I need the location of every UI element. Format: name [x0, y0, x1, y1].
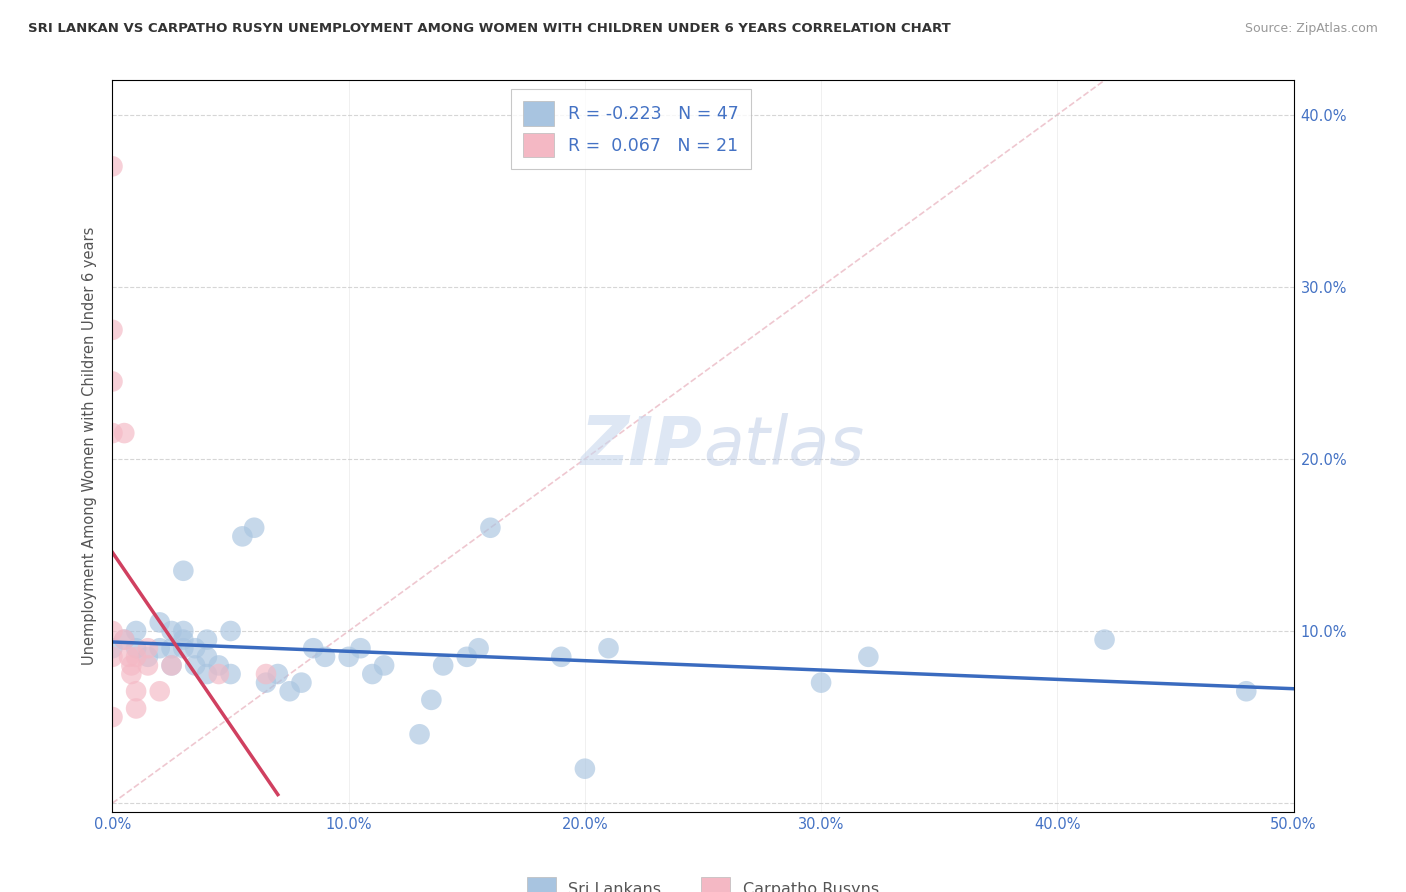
- Point: [101, 641, 124, 656]
- Point: [101, 323, 124, 337]
- Point: [136, 641, 159, 656]
- Text: ZIP: ZIP: [581, 413, 703, 479]
- Point: [136, 658, 159, 673]
- Point: [254, 675, 277, 690]
- Point: [101, 624, 124, 638]
- Point: [432, 658, 454, 673]
- Point: [101, 426, 124, 441]
- Point: [120, 658, 142, 673]
- Point: [810, 675, 832, 690]
- Point: [118, 649, 141, 664]
- Point: [125, 701, 148, 715]
- Point: [550, 649, 572, 664]
- Point: [574, 762, 596, 776]
- Point: [172, 641, 194, 656]
- Point: [1234, 684, 1257, 698]
- Point: [125, 624, 148, 638]
- Point: [101, 649, 124, 664]
- Point: [337, 649, 360, 664]
- Point: [858, 649, 880, 664]
- Point: [1094, 632, 1116, 647]
- Point: [112, 426, 135, 441]
- Point: [467, 641, 489, 656]
- Point: [172, 632, 194, 647]
- Point: [160, 641, 183, 656]
- Point: [456, 649, 478, 664]
- Point: [149, 684, 172, 698]
- Point: [243, 521, 266, 535]
- Point: [112, 632, 135, 647]
- Text: SRI LANKAN VS CARPATHO RUSYN UNEMPLOYMENT AMONG WOMEN WITH CHILDREN UNDER 6 YEAR: SRI LANKAN VS CARPATHO RUSYN UNEMPLOYMEN…: [28, 22, 950, 36]
- Point: [160, 658, 183, 673]
- Point: [278, 684, 301, 698]
- Point: [125, 684, 148, 698]
- Point: [598, 641, 620, 656]
- Point: [349, 641, 371, 656]
- Point: [219, 667, 242, 681]
- Point: [231, 529, 253, 543]
- Point: [195, 649, 218, 664]
- Point: [184, 641, 207, 656]
- Point: [195, 667, 218, 681]
- Point: [195, 632, 218, 647]
- Point: [125, 649, 148, 664]
- Point: [208, 658, 231, 673]
- Point: [254, 667, 277, 681]
- Point: [160, 658, 183, 673]
- Text: atlas: atlas: [703, 413, 865, 479]
- Point: [314, 649, 336, 664]
- Point: [408, 727, 430, 741]
- Point: [373, 658, 395, 673]
- Text: Source: ZipAtlas.com: Source: ZipAtlas.com: [1244, 22, 1378, 36]
- Point: [101, 159, 124, 173]
- Point: [172, 624, 194, 638]
- Point: [219, 624, 242, 638]
- Point: [160, 624, 183, 638]
- Point: [112, 632, 135, 647]
- Point: [267, 667, 290, 681]
- Point: [290, 675, 312, 690]
- Point: [420, 693, 443, 707]
- Point: [149, 615, 172, 630]
- Point: [208, 667, 231, 681]
- Point: [101, 710, 124, 724]
- Y-axis label: Unemployment Among Women with Children Under 6 years: Unemployment Among Women with Children U…: [82, 227, 97, 665]
- Legend: Sri Lankans, Carpatho Rusyns: Sri Lankans, Carpatho Rusyns: [520, 871, 886, 892]
- Point: [172, 564, 194, 578]
- Point: [136, 649, 159, 664]
- Point: [149, 641, 172, 656]
- Point: [361, 667, 384, 681]
- Point: [101, 375, 124, 389]
- Point: [302, 641, 325, 656]
- Point: [125, 641, 148, 656]
- Point: [184, 658, 207, 673]
- Point: [120, 667, 142, 681]
- Point: [479, 521, 502, 535]
